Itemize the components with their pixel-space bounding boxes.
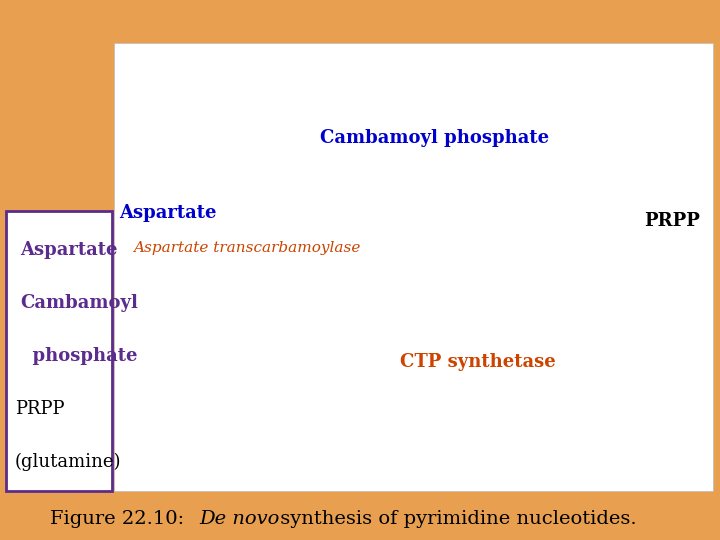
Text: (glutamine): (glutamine) [15, 453, 122, 471]
Text: Cambamoyl phosphate: Cambamoyl phosphate [320, 129, 549, 147]
Text: Aspartate: Aspartate [20, 241, 117, 259]
Text: Aspartate transcarbamoylase: Aspartate transcarbamoylase [133, 241, 361, 255]
Text: PRPP: PRPP [644, 212, 701, 231]
Text: PRPP: PRPP [15, 400, 65, 418]
FancyBboxPatch shape [6, 211, 112, 491]
Text: De novo: De novo [199, 510, 280, 529]
Text: Aspartate: Aspartate [119, 204, 216, 222]
Text: Cambamoyl: Cambamoyl [20, 294, 138, 312]
Text: CTP synthetase: CTP synthetase [400, 353, 555, 371]
Text: phosphate: phosphate [20, 347, 138, 365]
Text: Figure 22.10:: Figure 22.10: [50, 510, 190, 529]
FancyBboxPatch shape [114, 43, 713, 491]
Text: synthesis of pyrimidine nucleotides.: synthesis of pyrimidine nucleotides. [274, 510, 637, 529]
